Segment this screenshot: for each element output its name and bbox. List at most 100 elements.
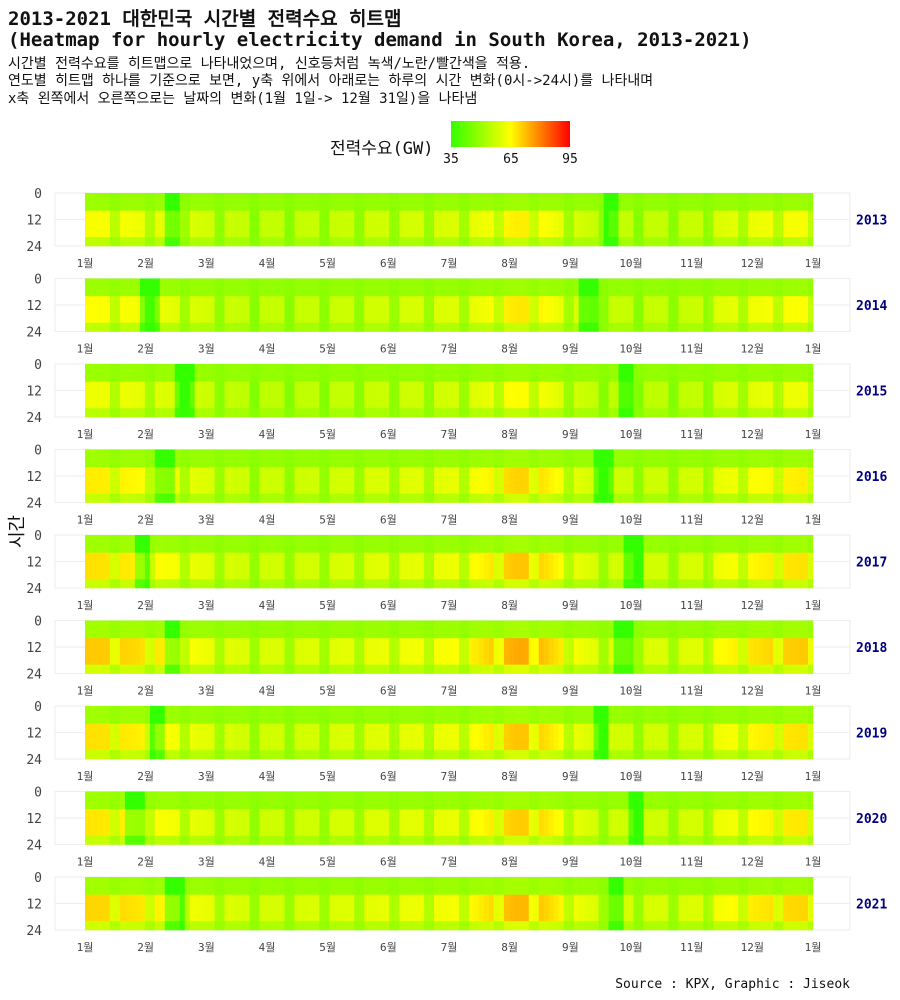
heatmap-cell [134, 313, 141, 319]
heatmap-cell [693, 322, 699, 328]
heatmap-cell [139, 219, 146, 225]
heatmap-cell [164, 287, 171, 293]
heatmap-cell [179, 305, 186, 310]
heatmap-cell [284, 399, 290, 405]
heatmap-cell [419, 197, 425, 203]
heatmap-cell [234, 394, 240, 400]
heatmap-cell [234, 193, 240, 198]
heatmap-cell [399, 201, 405, 207]
heatmap-cell [538, 372, 545, 378]
heatmap-cell [483, 386, 490, 391]
heatmap-cell [429, 215, 435, 220]
heatmap-cell [119, 313, 126, 319]
heatmap-cell [424, 364, 430, 369]
heatmap-cell [628, 296, 634, 301]
heatmap-cell [429, 228, 435, 234]
heatmap-cell [334, 232, 340, 238]
heatmap-cell [503, 377, 510, 382]
heatmap-cell [434, 237, 440, 242]
heatmap-cell [473, 305, 480, 310]
heatmap-cell [463, 206, 470, 211]
heatmap-cell [309, 223, 315, 229]
heatmap-cell [294, 197, 300, 203]
heatmap-cell [763, 210, 769, 216]
heatmap-cell [523, 232, 530, 238]
heatmap-cell [419, 403, 425, 409]
heatmap-cell [439, 206, 445, 211]
heatmap-cell [778, 193, 784, 198]
heatmap-cell [628, 390, 634, 396]
heatmap-cell [189, 390, 195, 396]
heatmap-cell [538, 237, 545, 242]
heatmap-cell [429, 318, 435, 323]
heatmap-cell [543, 215, 550, 220]
heatmap-cell [663, 215, 669, 220]
heatmap-cell [558, 408, 564, 413]
heatmap-cell [803, 296, 809, 301]
heatmap-cell [558, 223, 564, 229]
heatmap-cell [339, 322, 345, 328]
heatmap-cell [658, 291, 664, 297]
heatmap-cell [728, 219, 734, 225]
heatmap-cell [513, 237, 520, 242]
heatmap-cell [359, 390, 365, 396]
heatmap-cell [194, 381, 200, 387]
heatmap-cell [518, 219, 525, 225]
heatmap-cell [688, 241, 694, 247]
heatmap-cell [583, 394, 589, 400]
heatmap-cell [259, 403, 265, 409]
heatmap-cell [618, 300, 624, 306]
heatmap-cell [618, 223, 624, 229]
heatmap-cell [628, 282, 634, 288]
heatmap-cell [264, 215, 270, 220]
heatmap-cell [603, 206, 609, 211]
heatmap-cell [189, 386, 195, 391]
heatmap-cell [289, 278, 295, 284]
heatmap-cell [793, 193, 799, 198]
heatmap-cell [548, 300, 555, 306]
heatmap-cell [673, 412, 679, 418]
heatmap-cell [453, 282, 460, 288]
heatmap-cell [778, 291, 784, 297]
heatmap-cell [364, 403, 370, 409]
heatmap-cell [728, 206, 734, 211]
heatmap-cell [104, 372, 111, 378]
heatmap-cell [608, 386, 614, 391]
heatmap-cell [483, 372, 490, 378]
heatmap-cell [334, 386, 340, 391]
heatmap-cell [144, 201, 151, 207]
heatmap-cell [439, 386, 445, 391]
heatmap-cell [199, 381, 205, 387]
heatmap-cell [424, 215, 430, 220]
heatmap-cell [668, 327, 674, 332]
heatmap-cell [399, 322, 405, 328]
heatmap-cell [623, 305, 629, 310]
heatmap-cell [279, 364, 285, 369]
heatmap-cell [129, 390, 136, 396]
heatmap-cell [279, 300, 285, 306]
heatmap-cell [239, 228, 245, 234]
heatmap-cell [174, 322, 181, 328]
heatmap-cell [628, 232, 634, 238]
heatmap-cell [633, 219, 639, 225]
heatmap-cell [224, 390, 230, 396]
heatmap-cell [568, 408, 574, 413]
heatmap-cell [568, 403, 574, 409]
heatmap-cell [538, 390, 545, 396]
heatmap-cell [513, 313, 520, 319]
heatmap-cell [768, 300, 774, 306]
heatmap-cell [758, 327, 764, 332]
heatmap-cell [653, 215, 659, 220]
heatmap-cell [89, 241, 96, 247]
heatmap-cell [798, 237, 804, 242]
heatmap-cell [808, 206, 814, 211]
heatmap-cell [578, 241, 584, 247]
heatmap-cell [409, 215, 415, 220]
heatmap-cell [174, 412, 181, 418]
heatmap-cell [668, 241, 674, 247]
heatmap-cell [264, 197, 270, 203]
heatmap-cell [394, 313, 400, 319]
heatmap-cell [553, 394, 559, 400]
heatmap-cell [508, 399, 515, 405]
heatmap-cell [603, 327, 609, 332]
